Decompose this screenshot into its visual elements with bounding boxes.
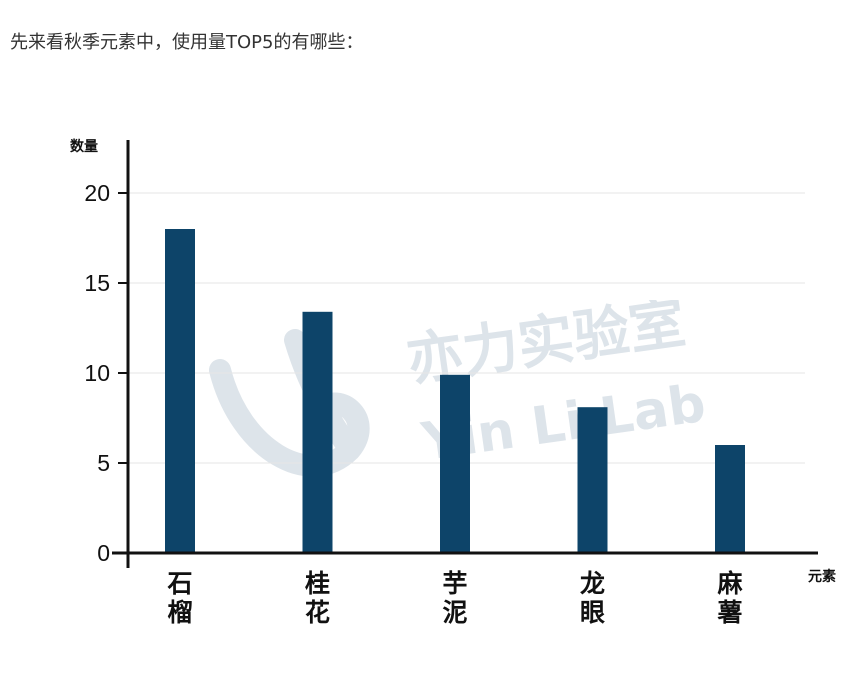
- intro-text: 先来看秋季元素中，使用量TOP5的有哪些：: [10, 32, 364, 53]
- y-tick-label: 15: [84, 270, 110, 296]
- category-labels: 石榴 桂花 芋泥 龙眼 麻薯: [166, 569, 743, 627]
- bar-3: [577, 407, 608, 553]
- x-axis-title: 元素: [808, 568, 836, 585]
- category-label: 石榴: [166, 569, 192, 627]
- y-tick-label: 10: [84, 360, 110, 386]
- y-tick-label: 5: [97, 450, 110, 476]
- bars: [165, 229, 745, 553]
- category-label: 麻薯: [716, 569, 743, 627]
- category-label: 龙眼: [580, 569, 605, 627]
- y-tick-labels: 0 5 10 15 20: [84, 180, 128, 566]
- bar-2: [440, 374, 470, 553]
- category-label: 桂花: [305, 569, 330, 627]
- bar-1: [302, 311, 333, 553]
- y-tick-label: 0: [97, 540, 110, 566]
- y-axis-title: 数量: [70, 138, 98, 155]
- bar-0: [165, 229, 195, 553]
- category-label: 芋泥: [442, 569, 467, 627]
- bar-4: [715, 445, 745, 553]
- y-tick-label: 20: [84, 180, 110, 206]
